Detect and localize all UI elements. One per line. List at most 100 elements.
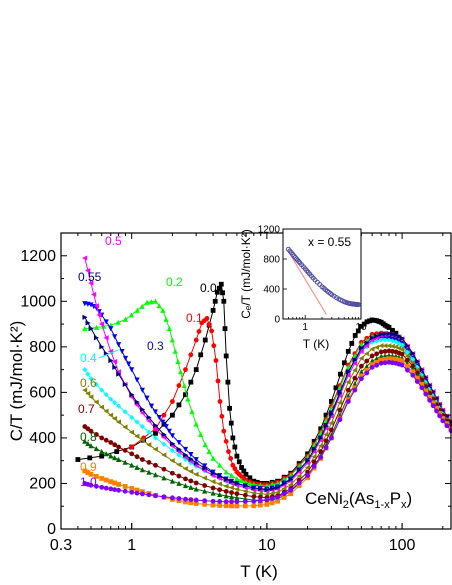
data-point	[82, 438, 88, 444]
data-point	[176, 402, 182, 408]
inset-x-axis-title: T (K)	[303, 337, 329, 351]
data-point	[264, 497, 270, 503]
data-point	[257, 498, 263, 503]
data-point	[82, 255, 88, 261]
inset-y-tick-label: 400	[263, 285, 280, 296]
data-point	[386, 331, 392, 337]
data-point	[139, 406, 146, 413]
data-point	[440, 418, 446, 424]
data-point	[169, 412, 175, 418]
data-point	[318, 435, 324, 441]
data-point	[329, 435, 334, 441]
data-point	[288, 487, 294, 493]
data-point	[161, 466, 167, 472]
data-point	[228, 494, 235, 500]
data-point	[176, 480, 182, 486]
data-point	[369, 353, 375, 359]
data-point	[129, 489, 135, 495]
data-point	[337, 390, 343, 396]
data-point	[112, 400, 118, 406]
data-point	[390, 331, 396, 337]
data-point	[112, 364, 118, 370]
data-point	[103, 392, 109, 398]
data-point	[96, 312, 102, 318]
data-point	[176, 452, 182, 458]
data-point	[251, 503, 257, 509]
data-point	[112, 442, 118, 448]
data-point	[189, 408, 195, 415]
data-point	[232, 466, 238, 472]
data-point	[87, 455, 93, 461]
data-point	[146, 469, 152, 475]
data-point	[112, 334, 118, 340]
data-point	[160, 419, 166, 425]
series-label-0.55: 0.55	[78, 270, 102, 284]
data-point	[234, 480, 240, 487]
data-point	[333, 385, 339, 391]
data-point	[129, 367, 135, 373]
data-point	[386, 325, 392, 330]
data-point	[188, 484, 194, 490]
annotation-subscript: x	[401, 499, 407, 511]
data-point	[210, 479, 216, 485]
series-line	[84, 361, 452, 503]
data-point	[345, 399, 351, 404]
data-point	[108, 440, 114, 445]
data-point	[352, 375, 358, 381]
data-point	[176, 383, 182, 388]
data-point	[234, 476, 240, 482]
data-point	[139, 424, 145, 430]
y-tick-label: 600	[29, 384, 56, 401]
data-point	[404, 353, 410, 359]
data-point	[188, 478, 194, 484]
series-label-0.0: 0.0	[200, 281, 217, 295]
data-point	[161, 475, 167, 481]
data-point	[116, 487, 121, 493]
data-point	[337, 393, 343, 399]
data-point	[352, 353, 358, 359]
data-point	[311, 463, 317, 469]
inset-plot: 1 10 0 400 800 1200 T (K) Cₑ/T (mJ/mol·K²) x = 0…	[239, 225, 367, 352]
data-point	[134, 454, 140, 460]
data-point	[369, 364, 375, 370]
data-point	[296, 480, 302, 486]
y-tick-label: 1200	[20, 248, 56, 265]
annotation-text: P	[390, 489, 401, 508]
data-point	[382, 348, 388, 354]
data-point	[304, 464, 310, 471]
data-point	[281, 485, 287, 492]
data-point	[166, 428, 172, 434]
data-point	[358, 363, 364, 369]
data-point	[213, 358, 219, 363]
data-point	[323, 431, 329, 438]
data-point	[193, 367, 199, 373]
data-point	[122, 381, 128, 388]
data-point	[75, 457, 81, 462]
data-point	[108, 453, 114, 459]
data-point	[169, 478, 175, 484]
data-point	[188, 352, 194, 358]
data-point	[269, 500, 275, 506]
data-point	[405, 343, 411, 349]
inset-annotation: x = 0.55	[308, 235, 351, 249]
data-point	[352, 387, 358, 393]
data-point	[129, 392, 135, 398]
data-point	[116, 342, 122, 348]
data-point	[176, 462, 182, 468]
data-point	[126, 361, 132, 367]
data-point	[352, 333, 358, 338]
data-point	[129, 444, 135, 450]
data-point	[193, 480, 199, 486]
data-point	[243, 471, 249, 477]
data-point	[128, 429, 135, 435]
data-point	[112, 480, 118, 486]
series-line	[84, 354, 452, 502]
data-point	[220, 290, 225, 296]
data-point	[116, 371, 122, 377]
data-point	[296, 467, 302, 473]
data-point	[93, 303, 99, 309]
data-point	[128, 312, 134, 318]
data-point	[345, 364, 351, 370]
data-point	[146, 414, 152, 421]
